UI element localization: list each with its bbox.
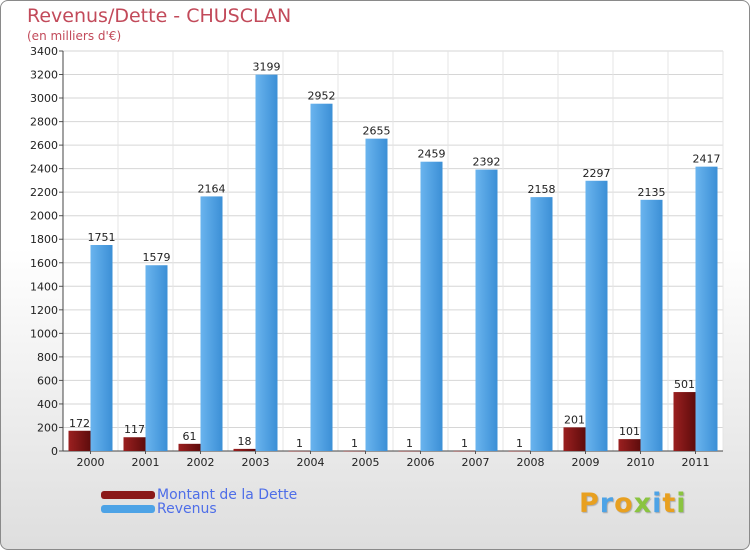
data-label-revenus: 1579: [143, 251, 171, 264]
bar-dette: [618, 439, 641, 451]
x-tick-label: 2004: [297, 456, 325, 469]
legend-swatch-revenus: [101, 505, 155, 513]
y-tick-label: 400: [37, 398, 58, 411]
data-label-dette: 201: [564, 413, 585, 426]
bar-revenus: [365, 138, 388, 451]
bar-revenus: [640, 199, 663, 451]
logo-letter: o: [614, 488, 634, 519]
legend-swatch-dette: [101, 491, 155, 499]
legend-item-dette: Montant de la Dette: [101, 487, 297, 503]
y-tick-label: 1800: [30, 233, 58, 246]
bar-revenus: [530, 197, 553, 451]
x-tick-label: 2003: [242, 456, 270, 469]
data-label-dette: 501: [674, 378, 695, 391]
bar-revenus: [695, 166, 718, 451]
bar-dette: [233, 448, 256, 451]
data-label-dette: 61: [183, 430, 197, 443]
data-label-revenus: 2158: [528, 183, 556, 196]
bar-revenus: [585, 180, 608, 451]
data-label-dette: 1: [406, 437, 413, 450]
bar-revenus: [200, 196, 223, 451]
data-label-revenus: 2952: [308, 90, 336, 103]
bar-dette: [398, 450, 421, 452]
y-tick-label: 600: [37, 374, 58, 387]
bar-revenus: [145, 265, 168, 451]
logo-letter: x: [633, 488, 653, 519]
bar-revenus: [475, 169, 498, 451]
y-tick-label: 3200: [30, 69, 58, 82]
y-tick-label: 2000: [30, 210, 58, 223]
x-tick-label: 2006: [407, 456, 435, 469]
logo-letter: r: [599, 488, 615, 519]
bar-dette: [563, 427, 586, 451]
y-tick-label: 200: [37, 421, 58, 434]
bar-dette: [123, 437, 146, 451]
x-tick-label: 2002: [187, 456, 215, 469]
y-tick-label: 2400: [30, 163, 58, 176]
bar-dette: [508, 450, 531, 452]
y-tick-label: 1400: [30, 280, 58, 293]
bar-dette: [178, 443, 201, 451]
data-label-revenus: 1751: [88, 231, 116, 244]
y-tick-label: 3000: [30, 92, 58, 105]
y-tick-label: 1200: [30, 304, 58, 317]
x-tick-label: 2005: [352, 456, 380, 469]
legend-label-dette: Montant de la Dette: [157, 487, 298, 503]
data-label-dette: 1: [351, 437, 358, 450]
data-label-revenus: 2297: [583, 167, 611, 180]
bar-revenus: [255, 74, 278, 451]
bar-dette: [343, 450, 366, 452]
data-label-revenus: 2392: [473, 156, 501, 169]
data-label-dette: 117: [124, 423, 145, 436]
x-tick-label: 2007: [462, 456, 490, 469]
data-label-revenus: 2459: [418, 148, 446, 161]
x-tick-label: 2000: [77, 456, 105, 469]
x-tick-label: 2008: [517, 456, 545, 469]
y-tick-label: 3400: [30, 45, 58, 58]
x-tick-label: 2010: [627, 456, 655, 469]
y-tick-label: 1000: [30, 327, 58, 340]
chart-title: Revenus/Dette - CHUSCLAN: [27, 5, 292, 27]
bar-revenus: [420, 161, 443, 452]
bar-revenus: [310, 103, 333, 452]
logo-letter: P: [579, 488, 600, 519]
bar-chart: 0 200 400 600 800 1000 1200 1400 1600 1800 2000 220…: [30, 45, 724, 469]
data-label-revenus: 2135: [638, 186, 666, 199]
data-label-revenus: 2655: [363, 125, 391, 138]
legend-label-revenus: Revenus: [157, 501, 217, 517]
data-label-dette: 172: [69, 417, 90, 430]
y-tick-label: 1600: [30, 257, 58, 270]
data-label-dette: 18: [238, 435, 252, 448]
data-label-dette: 1: [461, 437, 468, 450]
logo-letter: t: [662, 488, 677, 519]
y-tick-label: 0: [51, 445, 58, 458]
y-tick-label: 2800: [30, 116, 58, 129]
x-tick-label: 2011: [682, 456, 710, 469]
data-label-dette: 1: [296, 437, 303, 450]
data-label-dette: 101: [619, 425, 640, 438]
y-tick-label: 2200: [30, 186, 58, 199]
bar-dette: [453, 450, 476, 452]
logo-letter: i: [652, 488, 663, 519]
data-label-revenus: 2417: [693, 153, 721, 166]
x-tick-label: 2001: [132, 456, 160, 469]
x-tick-label: 2009: [572, 456, 600, 469]
proxiti-logo: Proxiti: [579, 488, 687, 519]
chart-subtitle: (en milliers d'€): [27, 29, 122, 43]
y-tick-label: 800: [37, 351, 58, 364]
data-label-revenus: 2164: [198, 182, 226, 195]
y-tick-label: 2600: [30, 139, 58, 152]
data-label-dette: 1: [516, 437, 523, 450]
bar-dette: [673, 392, 696, 451]
legend-item-revenus: Revenus: [101, 501, 217, 517]
bar-dette: [288, 450, 311, 452]
data-label-revenus: 3199: [253, 61, 281, 74]
logo-letter: i: [676, 488, 687, 519]
bar-revenus: [90, 245, 113, 451]
bar-dette: [68, 430, 91, 451]
